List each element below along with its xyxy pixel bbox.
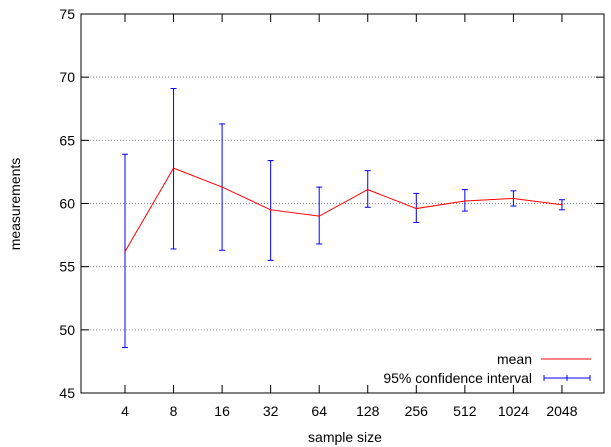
mean-point [512, 197, 515, 200]
y-tick-label: 60 [59, 196, 75, 212]
legend-label-ci: 95% confidence interval [383, 370, 532, 386]
x-tick-label: 16 [214, 403, 230, 419]
mean-point [221, 186, 223, 188]
plot-border [80, 13, 605, 394]
confidence-interval-bars [122, 88, 565, 349]
x-tick-label: 64 [311, 403, 327, 419]
y-tick-label: 50 [59, 322, 75, 338]
x-axis-title: sample size [308, 429, 382, 445]
legend: mean 95% confidence interval [383, 351, 591, 386]
x-tick-label: 8 [170, 403, 178, 419]
x-tick-label: 32 [263, 403, 279, 419]
x-tick-label: 1024 [498, 403, 529, 419]
mean-point [318, 215, 321, 217]
legend-swatch-ci [543, 375, 591, 381]
x-tick-label: 256 [405, 403, 429, 419]
y-axis-title: measurements [7, 158, 23, 251]
y-tick-label: 70 [59, 69, 75, 85]
mean-point [124, 250, 126, 253]
mean-line [124, 167, 563, 252]
mean-series [124, 167, 563, 253]
y-tick-label: 75 [59, 6, 75, 22]
x-tick-label: 4 [121, 403, 129, 419]
y-tick-label: 45 [59, 385, 75, 401]
mean-point [415, 207, 418, 210]
mean-point [269, 209, 272, 211]
x-tick-label: 512 [453, 403, 477, 419]
x-tick-label: 2048 [546, 403, 577, 419]
y-tick-label: 65 [59, 132, 75, 148]
mean-point [172, 167, 175, 169]
tick-labels: 45 50 55 60 65 70 75 4 8 16 32 64 128 256 512 1024 2048 [59, 6, 577, 419]
plot-frame [80, 13, 605, 394]
x-tick-label: 128 [356, 403, 380, 419]
legend-label-mean: mean [497, 351, 532, 367]
mean-point [464, 200, 466, 202]
y-tick-label: 55 [59, 259, 75, 275]
mean-point [366, 188, 369, 191]
mean-point [561, 203, 563, 206]
